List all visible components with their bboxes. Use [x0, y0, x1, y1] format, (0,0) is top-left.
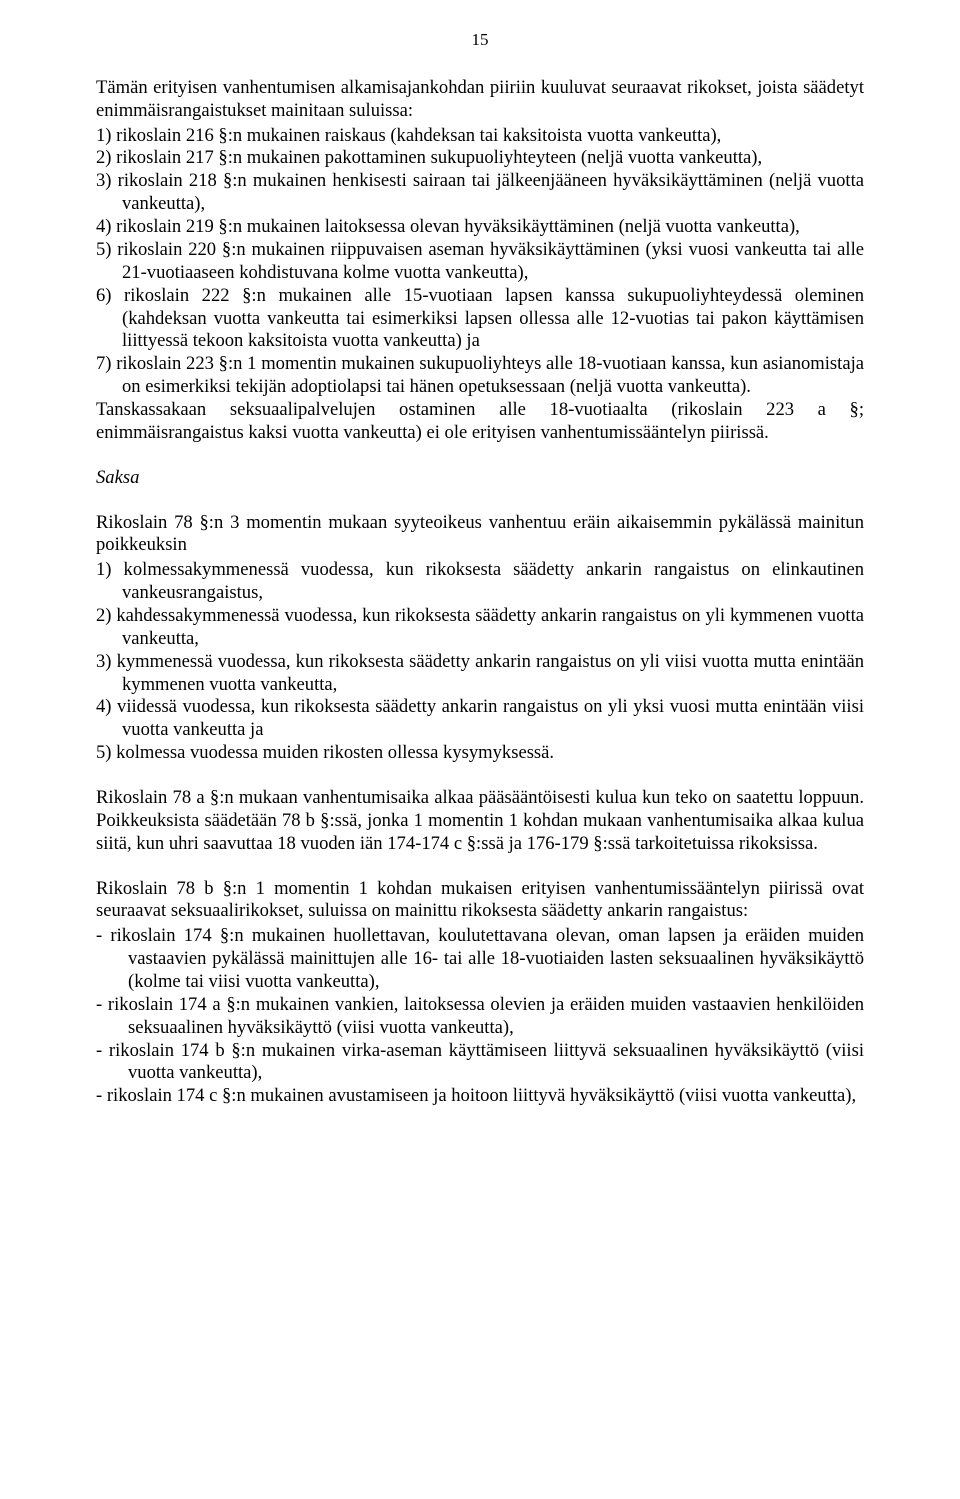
page: 15 Tämän erityisen vanhentumisen alkamis… [0, 0, 960, 1499]
section-heading-saksa: Saksa [96, 467, 864, 490]
list-item: 3) kymmenessä vuodessa, kun rikoksesta s… [96, 651, 864, 697]
list-item: 1) kolmessakymmenessä vuodessa, kun riko… [96, 559, 864, 605]
list-item: 7) rikoslain 223 §:n 1 momentin mukainen… [96, 353, 864, 399]
paragraph-4: Rikoslain 78 b §:n 1 momentin 1 kohdan m… [96, 878, 864, 924]
after-list1-paragraph: Tanskassakaan seksuaalipalvelujen ostami… [96, 399, 864, 445]
list-item: 5) rikoslain 220 §:n mukainen riippuvais… [96, 239, 864, 285]
intro-paragraph: Tämän erityisen vanhentumisen alkamisaja… [96, 77, 864, 123]
numbered-list-1: 1) rikoslain 216 §:n mukainen raiskaus (… [96, 125, 864, 399]
list-item: - rikoslain 174 a §:n mukainen vankien, … [96, 994, 864, 1040]
dash-list-3: - rikoslain 174 §:n mukainen huollettava… [96, 925, 864, 1108]
list-item: 4) rikoslain 219 §:n mukainen laitoksess… [96, 216, 864, 239]
list-item: - rikoslain 174 §:n mukainen huollettava… [96, 925, 864, 994]
list-item: 6) rikoslain 222 §:n mukainen alle 15-vu… [96, 285, 864, 354]
list-item: 2) rikoslain 217 §:n mukainen pakottamin… [96, 147, 864, 170]
list-item: - rikoslain 174 c §:n mukainen avustamis… [96, 1085, 864, 1108]
list-item: 3) rikoslain 218 §:n mukainen henkisesti… [96, 170, 864, 216]
paragraph-2: Rikoslain 78 §:n 3 momentin mukaan syyte… [96, 512, 864, 558]
list-item: 1) rikoslain 216 §:n mukainen raiskaus (… [96, 125, 864, 148]
list-item: 4) viidessä vuodessa, kun rikoksesta sää… [96, 696, 864, 742]
list-item: 2) kahdessakymmenessä vuodessa, kun riko… [96, 605, 864, 651]
list-item: - rikoslain 174 b §:n mukainen virka-ase… [96, 1040, 864, 1086]
paragraph-3: Rikoslain 78 a §:n mukaan vanhentumisaik… [96, 787, 864, 856]
list-item: 5) kolmessa vuodessa muiden rikosten oll… [96, 742, 864, 765]
page-number: 15 [96, 30, 864, 51]
numbered-list-2: 1) kolmessakymmenessä vuodessa, kun riko… [96, 559, 864, 765]
